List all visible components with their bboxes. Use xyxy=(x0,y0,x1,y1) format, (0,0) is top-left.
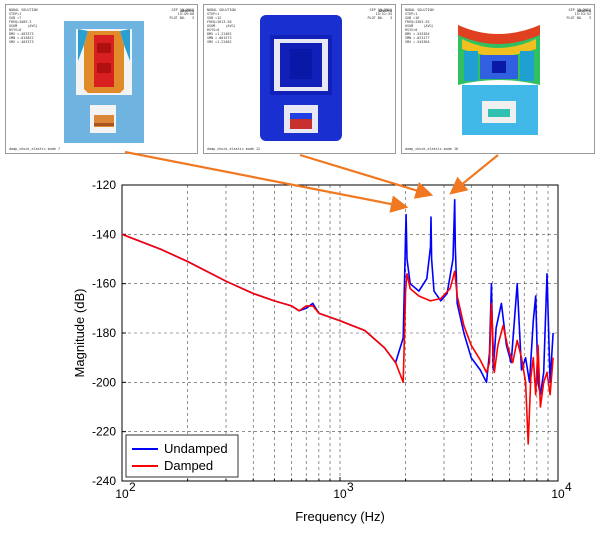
panel-footer: damp_chuck_elastic mode 12 xyxy=(207,147,261,151)
x-tick-exponent: 3 xyxy=(347,480,354,494)
panel-header-right: SEP 19 2011 15:49:00 PLOT NO. 3 xyxy=(169,8,195,20)
series-layer xyxy=(121,198,554,445)
y-tick-label: -120 xyxy=(92,178,116,192)
y-tick-label: -220 xyxy=(92,425,116,439)
x-tick-label: 10 xyxy=(115,487,129,501)
y-tick-label: -160 xyxy=(92,277,116,291)
x-tick-label: 10 xyxy=(333,487,347,501)
series-line-undamped xyxy=(121,198,554,396)
legend-label-undamped: Undamped xyxy=(164,441,228,456)
y-tick-label: -200 xyxy=(92,375,116,389)
panel-header-right: SEP 19 2011 15:53:52 PLOT NO. 3 xyxy=(566,8,592,20)
panel-footer: damp_chuck_elastic mode 7 xyxy=(9,147,61,151)
panel-header-left: NODAL SOLUTION STEP=1 SUB =7 FREQ=2009.3… xyxy=(9,8,38,44)
mode-shape-image xyxy=(64,21,144,143)
panel-logo: ANSYS xyxy=(378,8,392,13)
panel-logo: ANSYS xyxy=(180,8,194,13)
panel-header-right: SEP 19 2011 15:51:35 PLOT NO. 3 xyxy=(367,8,393,20)
series-line-damped xyxy=(121,233,554,445)
panel-footer: damp_chuck_elastic mode 16 xyxy=(405,147,459,151)
x-tick-exponent: 4 xyxy=(565,480,572,494)
mode-shape-image xyxy=(260,15,342,141)
mode-shape-image xyxy=(458,25,540,135)
y-tick-label: -140 xyxy=(92,227,116,241)
panel-header-left: NODAL SOLUTION STEP=1 SUB =12 FREQ=2613.… xyxy=(207,8,236,44)
legend-label-damped: Damped xyxy=(164,458,213,473)
x-tick-label: 10 xyxy=(551,487,565,501)
mode-shape-panel-7: NODAL SOLUTION STEP=1 SUB =7 FREQ=2009.3… xyxy=(5,4,198,154)
legend: Undamped Damped xyxy=(125,434,239,478)
y-axis-label: Magnitude (dB) xyxy=(72,289,87,378)
mode-shape-panel-12: NODAL SOLUTION STEP=1 SUB =12 FREQ=2613.… xyxy=(203,4,396,154)
panel-header-left: NODAL SOLUTION STEP=1 SUB =16 FREQ=3363.… xyxy=(405,8,434,44)
x-tick-exponent: 2 xyxy=(129,480,136,494)
y-tick-label: -240 xyxy=(92,474,116,488)
y-tick-label: -180 xyxy=(92,326,116,340)
legend-box xyxy=(125,434,239,478)
panel-logo: ANSYS xyxy=(577,8,591,13)
mode-shape-panel-16: NODAL SOLUTION STEP=1 SUB =16 FREQ=3363.… xyxy=(401,4,595,154)
x-axis-label: Frequency (Hz) xyxy=(295,509,385,524)
